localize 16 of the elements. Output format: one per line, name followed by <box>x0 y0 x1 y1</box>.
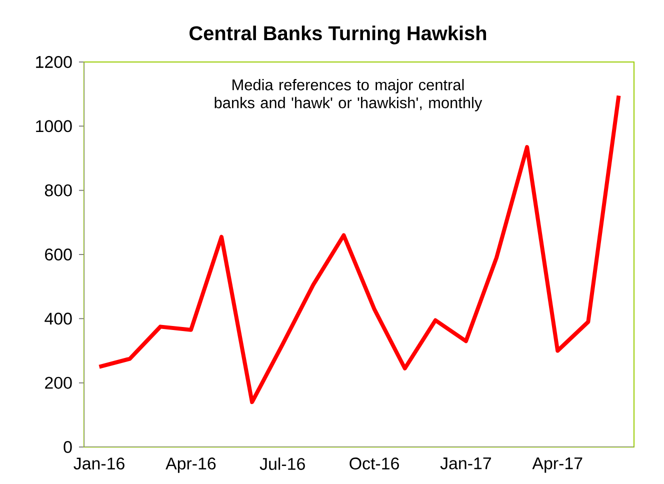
x-tick-label: Jan-17 <box>440 458 491 470</box>
chart-title: Central Banks Turning Hawkish <box>190 26 486 44</box>
x-tick-label: Jan-16 <box>74 458 124 470</box>
y-tick-label: 0 <box>64 441 72 453</box>
x-tick-label: Apr-17 <box>532 458 582 473</box>
y-tick-label: 200 <box>45 376 72 389</box>
y-tick-label: 1000 <box>36 120 72 132</box>
x-tick-label: Apr-16 <box>166 458 216 473</box>
x-tick-label: Jul-16 <box>260 458 305 470</box>
annotation: Media references to major central banks and 'hawk' or 'hawkish', monthly <box>214 78 482 112</box>
line-series <box>97 94 621 404</box>
x-tick-label: Oct-16 <box>350 458 399 470</box>
y-tick-label: 1200 <box>36 56 72 68</box>
y-tick-label: 600 <box>45 248 72 260</box>
y-tick-label: 800 <box>44 184 72 196</box>
y-tick-label: 400 <box>44 312 72 325</box>
